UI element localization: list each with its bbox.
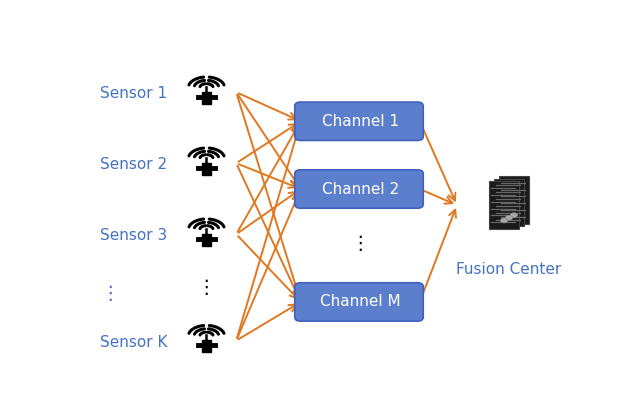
Text: ⋮: ⋮ — [351, 234, 370, 253]
Text: Sensor 1: Sensor 1 — [100, 86, 167, 101]
FancyBboxPatch shape — [295, 170, 423, 208]
Bar — [202, 92, 211, 103]
Text: Channel 2: Channel 2 — [322, 181, 399, 197]
Bar — [489, 181, 519, 229]
FancyBboxPatch shape — [295, 283, 423, 321]
Bar — [202, 233, 211, 246]
Bar — [494, 178, 524, 226]
Text: ⋮: ⋮ — [100, 285, 120, 303]
Circle shape — [500, 218, 508, 223]
FancyBboxPatch shape — [295, 102, 423, 140]
Circle shape — [510, 213, 518, 217]
Text: ⋮: ⋮ — [196, 278, 216, 297]
Circle shape — [506, 215, 513, 220]
Bar — [202, 340, 211, 352]
Text: Sensor 3: Sensor 3 — [100, 228, 167, 243]
Text: Fusion Center: Fusion Center — [456, 262, 562, 277]
Bar — [499, 176, 529, 224]
Text: Channel M: Channel M — [320, 295, 401, 309]
Text: Channel 1: Channel 1 — [322, 114, 399, 129]
Text: Sensor K: Sensor K — [100, 335, 167, 350]
Text: Sensor 2: Sensor 2 — [100, 157, 167, 172]
Bar — [202, 163, 211, 175]
